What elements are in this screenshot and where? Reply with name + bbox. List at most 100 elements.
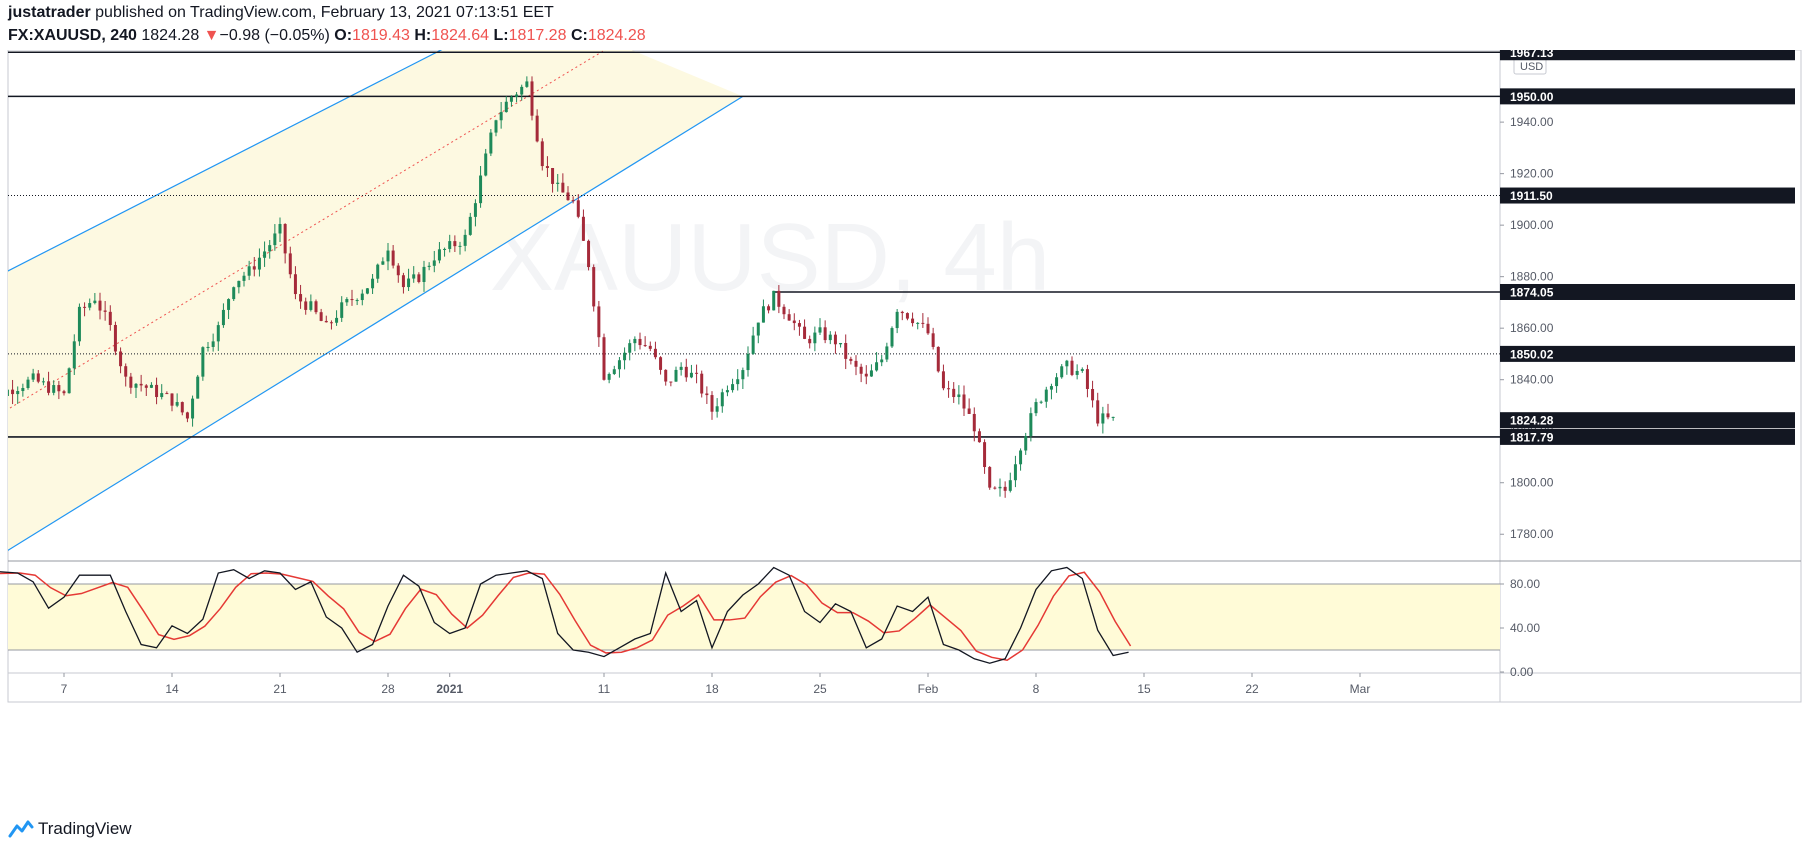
- candle-down: [931, 333, 935, 347]
- candle-up: [839, 342, 843, 345]
- candle-up: [412, 274, 416, 279]
- candle-up: [443, 248, 447, 250]
- candle-down: [787, 314, 791, 321]
- candle-up: [689, 372, 693, 378]
- candle-up: [818, 327, 822, 333]
- candle-down: [535, 115, 539, 142]
- time-tick-label: 7: [61, 682, 68, 696]
- candle-up: [407, 278, 411, 288]
- candle-up: [772, 290, 776, 311]
- candle-up: [720, 392, 724, 407]
- candle-up: [345, 299, 349, 303]
- level-label-1817-79-box: [1500, 428, 1795, 445]
- candle-up: [1019, 450, 1023, 465]
- candle-down: [993, 487, 997, 489]
- price-tick-label: 1940.00: [1510, 115, 1554, 129]
- price-chart[interactable]: XAUUSD, 4h1780.001800.001820.001840.0018…: [0, 50, 1805, 812]
- candle-up: [741, 370, 745, 380]
- candle-up: [890, 328, 894, 347]
- candle-down: [545, 166, 549, 169]
- candle-down: [391, 250, 395, 266]
- time-tick-label: 18: [705, 682, 719, 696]
- candle-up: [340, 302, 344, 318]
- candle-up: [335, 317, 339, 323]
- level-label-1950-00-box: [1500, 88, 1795, 105]
- level-label-1967-13-box: [1500, 50, 1795, 61]
- candle-up: [679, 366, 683, 370]
- candle-up: [1029, 413, 1033, 437]
- symbol-label[interactable]: FX:XAUUSD, 240: [8, 27, 137, 44]
- candle-down: [792, 320, 796, 324]
- candle-up: [520, 86, 524, 95]
- candle-up: [196, 376, 200, 399]
- candle-down: [864, 373, 868, 377]
- candle-up: [736, 379, 740, 385]
- candle-down: [962, 394, 966, 409]
- candle-down: [139, 383, 143, 386]
- candle-down: [859, 366, 863, 374]
- candle-up: [725, 390, 729, 393]
- candle-down: [540, 141, 544, 167]
- candle-down: [597, 306, 601, 338]
- candle-up: [623, 352, 627, 361]
- candle-down: [155, 384, 159, 398]
- candle-up: [633, 338, 637, 344]
- candle-down: [57, 385, 61, 392]
- candle-down: [592, 267, 596, 307]
- candle-up: [484, 153, 488, 176]
- low-value: 1817.28: [508, 27, 567, 44]
- time-tick-label: 21: [273, 682, 287, 696]
- candle-down: [283, 223, 287, 254]
- candle-down: [643, 345, 647, 347]
- candle-up: [134, 383, 138, 388]
- candle-down: [695, 372, 699, 374]
- candle-up: [273, 233, 277, 246]
- candle-up: [1013, 464, 1017, 481]
- candle-up: [31, 373, 35, 380]
- candle-up: [880, 359, 884, 363]
- candle-up: [756, 322, 760, 336]
- watermark-symbol: XAUUSD, 4h: [490, 204, 1050, 311]
- candle-up: [489, 132, 493, 154]
- time-tick-label: 25: [813, 682, 827, 696]
- symbol-info-line: FX:XAUUSD, 240 1824.28 ▼−0.98 (−0.05%) O…: [8, 27, 646, 45]
- candle-up: [247, 266, 251, 276]
- candle-up: [1034, 402, 1038, 414]
- candle-up: [206, 346, 210, 348]
- channel-mid-line: [8, 50, 606, 410]
- candle-down: [952, 388, 956, 398]
- candle-up: [1111, 416, 1115, 418]
- candle-up: [885, 346, 889, 360]
- candle-down: [129, 376, 133, 388]
- candle-up: [761, 306, 765, 323]
- candle-down: [103, 310, 107, 312]
- candle-up: [479, 175, 483, 204]
- candle-down: [401, 275, 405, 288]
- author-name[interactable]: justatrader: [8, 4, 91, 21]
- stoch-d-line: [0, 571, 1132, 662]
- candle-down: [252, 266, 256, 270]
- candle-up: [674, 369, 678, 382]
- candle-up: [437, 249, 441, 261]
- candle-up: [1060, 366, 1064, 378]
- price-change: −0.98 (−0.05%): [219, 27, 330, 44]
- candle-up: [895, 311, 899, 329]
- candle-down: [983, 442, 987, 468]
- candle-up: [160, 393, 164, 398]
- candle-up: [1039, 401, 1043, 403]
- candle-down: [293, 274, 297, 295]
- candle-up: [422, 266, 426, 282]
- candle-down: [530, 81, 534, 116]
- candle-up: [731, 384, 735, 391]
- candle-down: [36, 373, 40, 382]
- time-tick-label: Feb: [918, 682, 939, 696]
- level-label-1850-02-box: [1500, 345, 1795, 362]
- candle-down: [144, 385, 148, 388]
- candle-down: [113, 324, 117, 352]
- candle-down: [967, 408, 971, 414]
- candle-up: [1024, 436, 1028, 451]
- tradingview-brand[interactable]: TradingView: [8, 818, 132, 840]
- candle-down: [329, 322, 333, 324]
- candle-up: [612, 369, 616, 374]
- level-label-1950-00: 1950.00: [1510, 90, 1554, 104]
